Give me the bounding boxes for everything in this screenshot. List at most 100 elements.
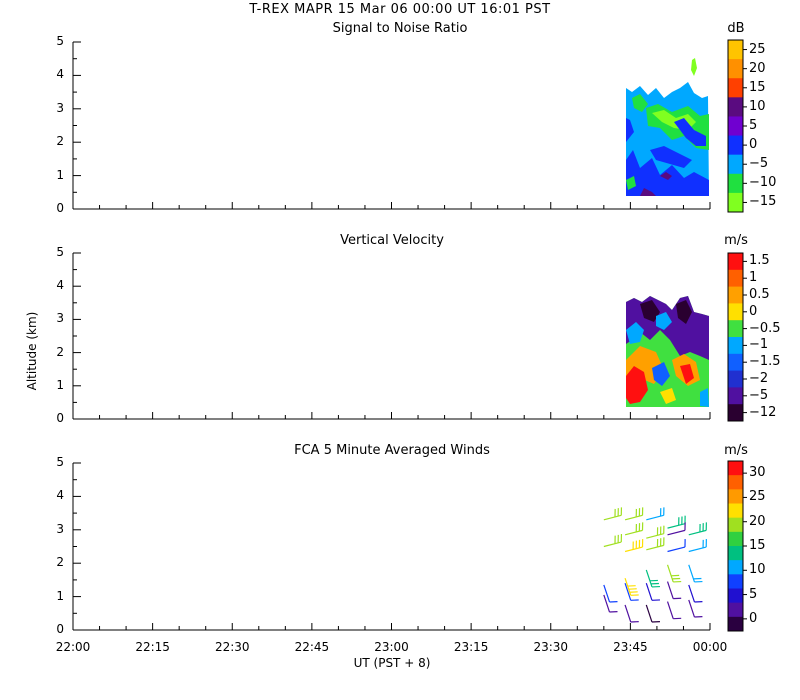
wind-barb	[624, 539, 644, 553]
snr-heatmap	[626, 58, 709, 196]
colorbar-label: 1	[749, 270, 758, 286]
y-tick-label: 3	[56, 521, 64, 536]
colorbar-label: 15	[749, 79, 766, 95]
x-tick-label: 22:15	[135, 640, 170, 654]
colorbar-swatch	[728, 588, 743, 604]
colorbar-swatch	[728, 116, 743, 137]
colorbar-label: 25	[749, 41, 766, 57]
colorbar-swatch	[728, 192, 743, 213]
chart-main-title: T-REX MAPR 15 Mar 06 00:00 UT 16:01 PST	[249, 2, 551, 17]
y-tick-label: 4	[56, 67, 64, 82]
colorbar-swatch	[728, 337, 743, 355]
colorbar-label: 0.5	[749, 287, 770, 302]
colorbar-label: 1.5	[749, 253, 770, 269]
y-tick-label: 2	[56, 555, 64, 570]
colorbar-swatch	[728, 517, 743, 533]
colorbar-label: 15	[749, 538, 766, 553]
colorbar-swatch	[728, 173, 743, 194]
colorbar-label: −1	[749, 337, 769, 353]
colorbar-label: 30	[749, 465, 766, 481]
colorbar-swatch	[728, 269, 743, 288]
colorbar-swatch	[728, 253, 743, 271]
wind-barb	[688, 564, 703, 583]
colorbar-swatch	[728, 475, 743, 490]
y-tick-label: 3	[56, 100, 64, 115]
colorbar-swatch	[728, 560, 743, 575]
panel-2-title: Vertical Velocity	[340, 233, 444, 248]
panel-1-title: Signal to Noise Ratio	[332, 21, 468, 36]
y-tick-label: 5	[56, 245, 64, 259]
x-tick-label: 23:30	[533, 640, 569, 654]
wind-barb	[624, 583, 639, 601]
wind-barb	[646, 507, 665, 521]
y-axis-label: Altitude (km)	[25, 311, 39, 391]
wind-barb	[603, 594, 618, 613]
x-tick-label: 00:00	[692, 640, 728, 654]
wind-barb	[645, 604, 660, 623]
colorbar-label: 0	[749, 137, 758, 153]
colorbar-swatch	[728, 97, 743, 117]
y-tick-label: 2	[56, 344, 64, 359]
colorbar-swatch	[728, 40, 743, 60]
colorbar-label: 0	[749, 303, 758, 319]
x-tick-label: 23:45	[613, 640, 648, 654]
vertical-velocity-heatmap	[626, 296, 709, 407]
wind-barb	[667, 539, 686, 553]
panel-1-units: dB	[727, 21, 745, 36]
colorbar-label: 5	[749, 586, 758, 602]
wind-barb	[624, 522, 644, 536]
wind-barb	[645, 583, 660, 601]
wind-barb	[688, 584, 703, 603]
panel-2-units: m/s	[724, 233, 748, 248]
wind-barb	[667, 522, 686, 536]
y-tick-label: 4	[56, 488, 64, 503]
y-tick-label: 5	[56, 34, 64, 48]
colorbar-label: −10	[749, 175, 777, 191]
colorbar-label: 20	[749, 60, 766, 76]
colorbar-label: −12	[749, 404, 777, 420]
y-tick-label: 1	[56, 377, 64, 392]
y-tick-label: 1	[56, 588, 64, 603]
colorbar-label: 10	[749, 98, 766, 114]
y-tick-label: 0	[56, 622, 64, 636]
x-tick-label: 22:30	[214, 640, 250, 654]
colorbar-label: −0.5	[749, 320, 781, 336]
panel-3-units: m/s	[724, 443, 748, 458]
wind-barb	[666, 601, 682, 620]
panel-3-title: FCA 5 Minute Averaged Winds	[294, 443, 490, 458]
colorbar-label: 20	[749, 513, 766, 529]
colorbar-swatch	[728, 489, 743, 504]
wind-barb	[688, 539, 707, 553]
colorbar-label: 0	[749, 610, 758, 626]
colorbar-swatch	[728, 303, 743, 321]
colorbar-swatch	[728, 616, 743, 632]
wind-barb	[603, 534, 623, 548]
y-tick-label: 4	[56, 278, 64, 293]
colorbar-swatch	[728, 370, 743, 388]
colorbar-swatch	[728, 353, 743, 372]
colorbar-swatch	[728, 574, 743, 589]
x-axis-label: UT (PST + 8)	[353, 656, 431, 670]
wind-barb	[645, 569, 660, 588]
colorbar-label: 25	[749, 489, 766, 505]
x-tick-label: 23:15	[453, 640, 489, 654]
colorbar-label: −5	[749, 156, 769, 172]
colorbar-label: −5	[749, 387, 769, 403]
y-tick-label: 0	[56, 201, 64, 215]
wind-barb	[688, 599, 703, 618]
colorbar-label: −15	[749, 194, 777, 210]
wind-barb	[688, 522, 707, 536]
colorbar-label: 5	[749, 118, 758, 133]
colorbar-label: 10	[749, 562, 766, 578]
x-tick-label: 22:00	[55, 640, 91, 654]
colorbar-swatch	[728, 59, 743, 79]
colorbar-swatch	[728, 404, 743, 422]
x-tick-label: 23:00	[374, 640, 409, 654]
wind-barb	[646, 525, 665, 539]
wind-barb	[666, 581, 682, 600]
y-tick-label: 1	[56, 167, 64, 182]
y-tick-label: 5	[56, 455, 64, 469]
colorbar-swatch	[728, 78, 743, 98]
y-tick-label: 2	[56, 134, 64, 149]
